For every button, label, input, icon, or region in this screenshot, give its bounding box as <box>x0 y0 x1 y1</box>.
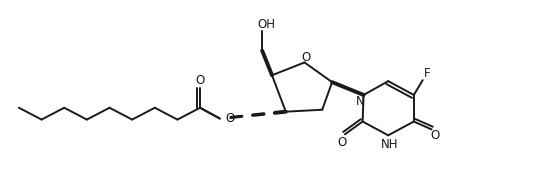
Text: NH: NH <box>381 138 398 151</box>
Text: OH: OH <box>257 18 275 31</box>
Text: O: O <box>225 112 235 125</box>
Text: F: F <box>424 67 431 80</box>
Text: O: O <box>337 136 347 149</box>
Text: O: O <box>302 51 311 64</box>
Text: N: N <box>357 95 365 108</box>
Text: O: O <box>195 74 205 87</box>
Text: O: O <box>431 129 440 142</box>
